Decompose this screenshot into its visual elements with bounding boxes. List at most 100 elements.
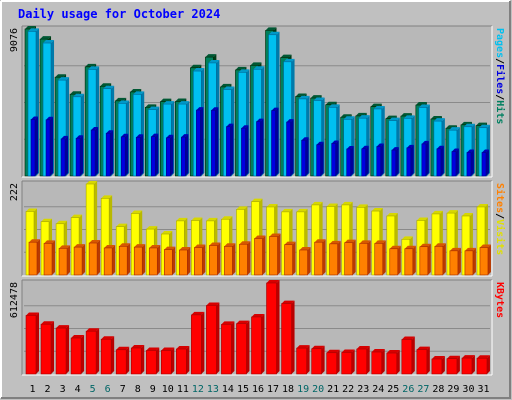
- kbytes-bar: [115, 346, 130, 375]
- kbytes-bar-top: [176, 346, 190, 350]
- sites-bar-side: [157, 244, 161, 275]
- pages-bar-side: [170, 134, 174, 176]
- visits-bar-top: [281, 208, 293, 212]
- day-13-bars: [206, 217, 221, 276]
- sites-bar-top: [464, 247, 476, 251]
- y-max-label: 222: [9, 183, 20, 201]
- day-16-bars: [251, 198, 266, 276]
- sites-bar-side: [82, 244, 86, 275]
- sites-bar-face: [163, 249, 173, 276]
- pages-bar-face: [436, 148, 442, 177]
- kbytes-bar-face: [461, 357, 473, 375]
- files-bar-top: [283, 58, 295, 62]
- visits-bar-top: [296, 208, 308, 212]
- sites-bar-top: [134, 244, 146, 248]
- day-6-bars: [100, 336, 115, 375]
- kbytes-bar-side: [486, 355, 490, 374]
- hits-bar-top: [415, 102, 427, 106]
- pages-bar-side: [35, 116, 38, 176]
- kbytes-bar-side: [216, 302, 220, 374]
- kbytes-bar-face: [281, 303, 292, 375]
- sites-bar-face: [344, 242, 353, 276]
- day-15-bars: [236, 320, 250, 375]
- legend-hits-files-pages: Pages/Files/Hits: [494, 28, 506, 124]
- x-tick-label: 29: [447, 384, 459, 395]
- pages-bar-face: [211, 109, 216, 177]
- kbytes-bar-face: [356, 348, 368, 375]
- files-bar-top: [43, 40, 55, 44]
- pages-bar-top: [376, 143, 384, 147]
- sites-bar-side: [142, 244, 146, 275]
- day-2-bars: [40, 321, 55, 375]
- panel-visits-sites: 222 Sites/Visits: [9, 180, 506, 277]
- sites-bar: [314, 239, 326, 276]
- kbytes-bar-face: [191, 314, 202, 375]
- pages-bar-face: [90, 129, 96, 177]
- sites-bar-side: [412, 245, 416, 275]
- files-bar-top: [178, 101, 190, 105]
- visits-bar-top: [146, 226, 158, 230]
- sites-bar-side: [67, 245, 71, 275]
- kbytes-bar: [341, 349, 355, 375]
- sites-bar: [284, 241, 296, 276]
- sites-bar-face: [103, 247, 113, 276]
- kbytes-bar-face: [371, 351, 383, 375]
- pages-bar-side: [65, 135, 69, 176]
- kbytes-bar-face: [130, 347, 142, 375]
- x-tick-label: 23: [357, 384, 369, 395]
- kbytes-bar-side: [456, 355, 460, 374]
- pages-bar-face: [271, 110, 276, 177]
- files-bar-top: [73, 93, 85, 97]
- day-7-bars: [115, 346, 130, 375]
- day-13-bars: [205, 54, 220, 177]
- pages-bar-side: [50, 116, 54, 176]
- kbytes-bar: [281, 300, 295, 375]
- sites-bar-side: [292, 241, 296, 275]
- pages-bar: [30, 116, 38, 177]
- pages-bar-top: [466, 149, 474, 153]
- pages-bar-face: [45, 119, 51, 177]
- visits-bar-top: [221, 216, 233, 220]
- day-2-bars: [40, 218, 56, 276]
- day-9-bars: [145, 347, 160, 375]
- kbytes-bar-side: [51, 321, 55, 374]
- day-3-bars: [54, 74, 70, 177]
- pages-bar-side: [290, 119, 294, 176]
- pages-bar: [346, 145, 354, 177]
- day-5-bars: [85, 181, 101, 276]
- kbytes-bar-side: [231, 321, 235, 374]
- visits-bar-top: [131, 210, 143, 214]
- sites-bar-top: [344, 239, 356, 243]
- legend-item-files: Files: [494, 64, 506, 94]
- pages-bar-face: [181, 136, 186, 177]
- files-bar-top: [148, 106, 160, 110]
- pages-bar: [256, 118, 264, 177]
- pages-bar-side: [485, 149, 489, 176]
- sites-bar: [449, 247, 461, 276]
- kbytes-bar: [160, 347, 175, 375]
- kbytes-bar-side: [276, 280, 280, 374]
- visits-bar-top: [461, 212, 473, 216]
- kbytes-bar-top: [161, 347, 175, 351]
- sites-bar-face: [254, 238, 263, 276]
- pages-bar-face: [256, 121, 261, 177]
- pages-bar-top: [196, 107, 204, 111]
- kbytes-bar: [401, 336, 415, 375]
- sites-bar-side: [37, 239, 40, 275]
- kbytes-bar-top: [131, 344, 145, 348]
- day-24-bars: [371, 208, 386, 276]
- day-17-bars: [266, 203, 281, 276]
- pages-bar: [45, 116, 54, 177]
- kbytes-bar-top: [41, 321, 55, 325]
- x-tick-label: 30: [462, 384, 474, 395]
- day-23-bars: [356, 346, 370, 375]
- day-17-bars: [266, 280, 280, 375]
- kbytes-bar-side: [321, 345, 325, 374]
- kbytes-bar: [40, 321, 55, 375]
- day-9-bars: [144, 104, 160, 177]
- x-tick-label: 18: [282, 384, 294, 395]
- day-19-bars: [296, 345, 310, 375]
- sites-bar-top: [59, 245, 71, 249]
